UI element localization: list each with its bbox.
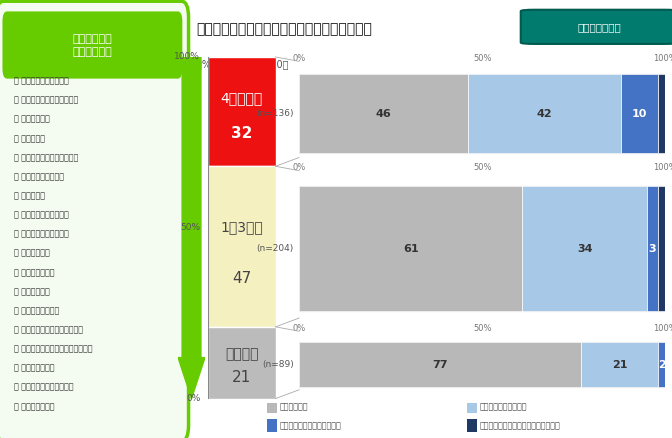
Text: 34: 34 — [577, 244, 593, 254]
Text: ・ 動悸、息切れがする: ・ 動悸、息切れがする — [14, 172, 64, 181]
Text: 50%: 50% — [180, 223, 200, 232]
Text: 4症状以上: 4症状以上 — [221, 92, 263, 106]
FancyBboxPatch shape — [0, 1, 189, 438]
Text: (n=89): (n=89) — [262, 360, 294, 369]
FancyArrow shape — [178, 57, 205, 399]
Text: ・ 集中力が低下: ・ 集中力が低下 — [14, 115, 50, 124]
Text: 名前と症状、主な治療法を知っている: 名前と症状、主な治療法を知っている — [479, 421, 560, 430]
Text: ・ 性欲が低下: ・ 性欲が低下 — [14, 134, 45, 143]
Text: 50%: 50% — [473, 163, 491, 173]
Text: 全く知らない: 全く知らない — [280, 402, 308, 411]
Text: 3: 3 — [648, 244, 657, 254]
Text: 一般消費者調査: 一般消費者調査 — [577, 22, 622, 32]
Text: 0%: 0% — [292, 54, 306, 63]
Text: 21: 21 — [233, 370, 251, 385]
Text: ・ 勃起しない・しづらい: ・ 勃起しない・しづらい — [14, 230, 69, 239]
Bar — [622, 74, 658, 153]
Text: ・ くよくよ、憂鬱になる: ・ くよくよ、憂鬱になる — [14, 211, 69, 219]
Bar — [468, 74, 622, 153]
Bar — [522, 186, 647, 311]
Text: 現在感じている症状数と男性更年期障害の認知: 現在感じている症状数と男性更年期障害の認知 — [196, 22, 372, 36]
FancyBboxPatch shape — [3, 11, 182, 79]
Text: (n=136): (n=136) — [256, 110, 294, 118]
Text: 0%: 0% — [292, 163, 306, 173]
Text: (n=204): (n=204) — [256, 244, 294, 253]
Text: 100%: 100% — [653, 163, 672, 173]
Text: 0%: 0% — [186, 394, 200, 403]
Text: 21: 21 — [612, 360, 627, 370]
Text: 100%: 100% — [653, 324, 672, 333]
Text: ・ 急な眠気がある: ・ 急な眠気がある — [14, 402, 54, 411]
Bar — [267, 420, 278, 432]
Text: 77: 77 — [432, 360, 448, 370]
Text: 100%: 100% — [653, 54, 672, 63]
Text: ・ 急に顔がほてる: ・ 急に顔がほてる — [14, 268, 54, 277]
Text: 0%: 0% — [292, 324, 306, 333]
Text: ・ 怒りやすく、イライラする: ・ 怒りやすく、イライラする — [14, 96, 79, 105]
Text: 10: 10 — [632, 109, 647, 119]
Text: 1～3症状: 1～3症状 — [220, 220, 263, 234]
Text: ・ 肩こり、腰痛、手足の痛みがある: ・ 肩こり、腰痛、手足の痛みがある — [14, 345, 93, 353]
Text: 名前を知っている程度: 名前を知っている程度 — [479, 402, 527, 411]
Bar — [208, 327, 276, 399]
Text: 症状なし: 症状なし — [225, 347, 259, 361]
Bar — [658, 343, 665, 387]
Text: 42: 42 — [537, 109, 552, 119]
Text: ・ 毛髪、体毛が薄くなった: ・ 毛髪、体毛が薄くなった — [14, 383, 73, 392]
Text: ・ 腰や手足が冷える: ・ 腰や手足が冷える — [14, 306, 59, 315]
Text: ・ 頭痛やめまい、吐き気がする: ・ 頭痛やめまい、吐き気がする — [14, 325, 83, 334]
Text: 32: 32 — [231, 126, 253, 141]
Text: ・ 不安感が強い: ・ 不安感が強い — [14, 249, 50, 258]
Text: （%; 一般消費者 n=430）: （%; 一般消費者 n=430） — [196, 59, 289, 69]
Text: 名前と主な症状を知っている: 名前と主な症状を知っている — [280, 421, 341, 430]
Text: 更年期障害に
該当する症状: 更年期障害に 該当する症状 — [73, 34, 112, 57]
Text: ・ 頭が冴えない: ・ 頭が冴えない — [14, 287, 50, 296]
Bar — [208, 57, 276, 166]
Bar — [208, 166, 276, 327]
Text: 50%: 50% — [473, 54, 491, 63]
Text: 2: 2 — [658, 360, 665, 370]
Text: 46: 46 — [376, 109, 391, 119]
Bar — [467, 420, 477, 432]
Text: 47: 47 — [233, 271, 251, 286]
Bar — [299, 186, 522, 311]
Text: ・ 汗をかきやすい: ・ 汗をかきやすい — [14, 364, 54, 373]
Text: 61: 61 — [403, 244, 419, 254]
Bar — [467, 400, 477, 413]
FancyBboxPatch shape — [521, 10, 672, 44]
Text: 100%: 100% — [174, 53, 200, 61]
Bar — [658, 186, 665, 311]
Text: ・ 無気力、やる気がない: ・ 無気力、やる気がない — [14, 77, 69, 85]
Bar — [299, 343, 581, 387]
Text: ・ 疲れやすい: ・ 疲れやすい — [14, 191, 45, 201]
Bar — [267, 400, 278, 413]
Text: 50%: 50% — [473, 324, 491, 333]
Text: ・ 寝つきが悪い、眠りが浅い: ・ 寝つきが悪い、眠りが浅い — [14, 153, 79, 162]
Bar — [299, 74, 468, 153]
Bar — [647, 186, 658, 311]
Bar — [658, 74, 665, 153]
Bar — [581, 343, 658, 387]
